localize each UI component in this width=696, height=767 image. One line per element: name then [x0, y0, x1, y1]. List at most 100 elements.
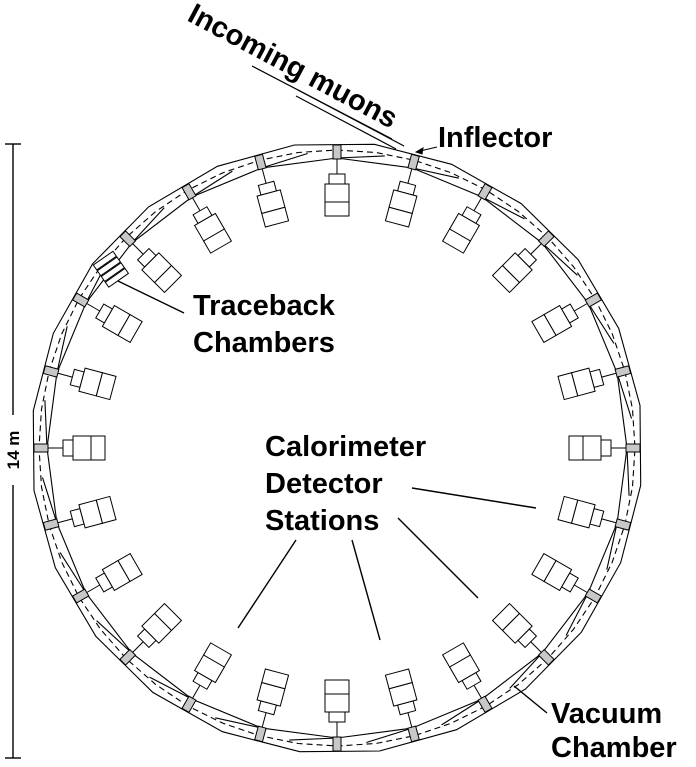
station-calorimeter-back — [568, 435, 584, 461]
scallop-segment — [191, 170, 233, 198]
scallop-segment — [606, 522, 618, 570]
station-pmt — [332, 144, 342, 160]
inflector-pointer-arrowhead — [414, 147, 424, 155]
calorimeter-leader-right — [411, 487, 537, 509]
beam-line-mid — [297, 89, 405, 147]
calorimeter-station — [254, 668, 290, 743]
station-light-guide — [57, 372, 73, 378]
calorimeter-station — [119, 230, 183, 294]
traceback-chamber — [104, 267, 130, 288]
station-calorimeter-back — [324, 679, 350, 695]
station-calorimeter-back — [261, 668, 290, 690]
station-light-guide — [261, 712, 267, 728]
inflector-beamline — [251, 65, 438, 155]
station-pmt — [332, 736, 342, 752]
station-pmt — [42, 365, 60, 378]
station-light-guide — [573, 584, 588, 593]
station-calorimeter-back — [557, 495, 579, 524]
calorimeter-station — [42, 495, 117, 531]
station-calorimeter-back — [117, 313, 143, 344]
station-light-guide — [132, 641, 144, 653]
vacuum-chamber-label-line1: Vacuum — [551, 698, 662, 730]
scallop-segment — [131, 207, 165, 244]
vacuum-chamber-outer-wall — [32, 143, 642, 753]
station-calorimeter-front — [72, 435, 92, 461]
station-housing — [62, 439, 74, 457]
calorimeter-station — [181, 642, 233, 714]
station-calorimeter-back — [531, 552, 557, 583]
traceback-chambers-label-line1: Traceback — [193, 290, 336, 322]
scallop-segment — [626, 447, 630, 496]
station-calorimeter-back — [441, 642, 472, 668]
calorimeter-station — [254, 153, 290, 228]
station-light-guide — [57, 518, 73, 524]
station-light-guide — [192, 197, 201, 212]
station-calorimeter-back — [557, 372, 579, 401]
inflector-label: Inflector — [438, 122, 552, 154]
calorimeter-station — [557, 495, 632, 531]
station-light-guide — [407, 712, 413, 728]
calorimeter-stations — [33, 144, 641, 752]
scallop-segment — [565, 592, 589, 636]
calorimeter-station — [324, 144, 350, 217]
scallop-segment — [289, 737, 338, 741]
calorimeter-station — [384, 668, 420, 743]
station-calorimeter-back — [324, 201, 350, 217]
station-light-guide — [407, 168, 413, 184]
station-housing — [600, 439, 612, 457]
calorimeter-station — [531, 292, 603, 344]
station-light-guide — [192, 684, 201, 699]
leader-lines — [117, 280, 548, 714]
dimension-label: 14 m — [4, 431, 23, 470]
station-pmt — [584, 292, 603, 308]
calorimeter-station — [557, 365, 632, 401]
scallop-segment — [56, 326, 68, 374]
calorimeter-station — [71, 292, 143, 344]
calorimeter-station — [42, 365, 117, 401]
scallop-segment — [587, 302, 615, 344]
beam-line-lower — [295, 95, 397, 150]
scallop-segment — [441, 698, 483, 726]
calorimeter-station — [33, 435, 106, 461]
station-light-guide — [530, 243, 542, 255]
station-light-guide — [132, 243, 144, 255]
station-pmt — [614, 518, 632, 531]
station-light-guide — [86, 303, 101, 312]
station-pmt — [477, 182, 493, 201]
station-calorimeter-back — [117, 552, 143, 583]
station-calorimeter-back — [384, 206, 413, 228]
scallop-segment — [44, 400, 48, 449]
dimension-marker — [5, 143, 21, 759]
traceback-chamber — [96, 256, 122, 277]
station-pmt — [42, 518, 60, 531]
calorimeter-station — [441, 182, 493, 254]
calorimeter-station — [491, 602, 555, 666]
scallop-segment — [149, 676, 193, 700]
station-pmt — [181, 182, 197, 201]
station-calorimeter-back — [202, 642, 233, 668]
calorimeter-station — [531, 552, 603, 604]
scallop-segment — [261, 152, 308, 169]
traceback-chambers-label-line2: Chambers — [193, 327, 335, 359]
station-pmt — [407, 153, 420, 171]
station-calorimeter-back — [384, 668, 413, 690]
station-pmt — [614, 365, 632, 378]
calorimeter-label-line2: Detector — [265, 468, 383, 500]
station-pmt — [181, 695, 197, 714]
traceback-chambers — [92, 250, 130, 288]
calorimeter-station — [441, 642, 493, 714]
station-pmt — [71, 292, 90, 308]
station-calorimeter-back — [531, 313, 557, 344]
station-light-guide — [601, 372, 617, 378]
scallop-segment — [541, 242, 578, 276]
station-light-guide — [530, 641, 542, 653]
station-calorimeter-back — [153, 264, 183, 294]
station-calorimeter-back — [95, 495, 117, 524]
station-light-guide — [473, 197, 482, 212]
vacuum-chamber-label-line2: Chamber — [551, 732, 677, 764]
calorimeter-leader-bottom — [351, 539, 381, 641]
calorimeter-station — [71, 552, 143, 604]
calorimeter-leader-lower-right — [397, 517, 479, 599]
traceback-chamber — [92, 250, 118, 271]
